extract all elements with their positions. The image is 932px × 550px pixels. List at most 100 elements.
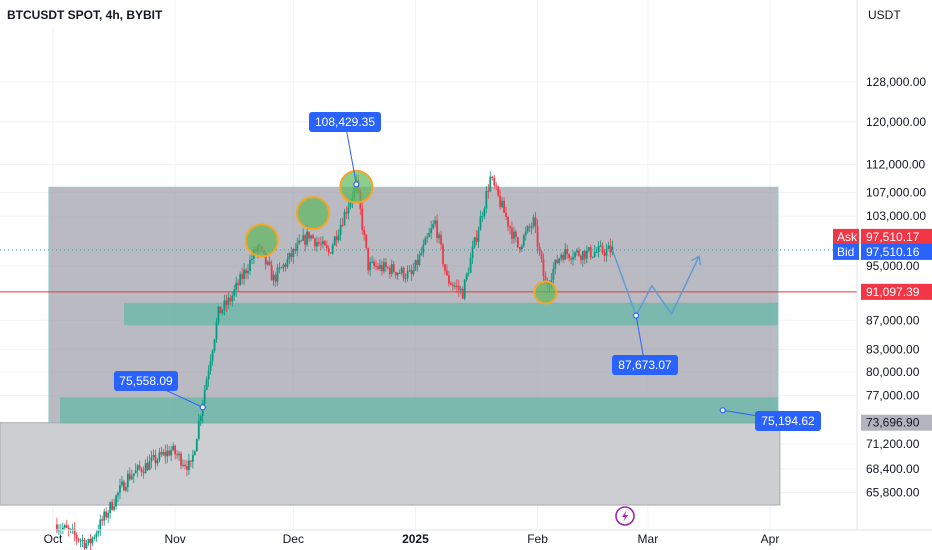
candle-body [150,457,153,461]
candle-body [511,228,513,239]
candle-body [349,201,352,208]
callout-label: 87,673.07 [618,358,672,372]
candle-body [572,257,574,260]
price-axis[interactable]: USDT 128,000.00 120,000.00 112,000.00 107,0… [866,8,926,500]
time-tick-label: Oct [44,532,63,546]
candle-body [337,234,340,241]
candle-body [312,235,314,239]
candle-body [410,270,413,275]
candle-body [85,543,88,549]
ask-tag-label-bg [833,228,859,245]
time-axis[interactable]: Oct Nov Dec 2025 Feb Mar Apr [44,532,780,546]
candle-body [516,237,519,248]
candle-body [408,270,411,272]
price-callout: 108,429.35 [309,112,381,188]
candle-body [381,264,383,272]
candle-body [233,289,236,296]
candle-body [483,208,486,217]
candle-body [426,236,429,239]
support-tag-bg [861,283,932,300]
candle-body [130,476,133,480]
candle-body [390,264,393,275]
candle-body [505,212,507,217]
candle-body [211,350,214,362]
price-tick-label: 103,000.00 [866,209,926,223]
marked-high-circle [533,280,558,305]
candle-body [268,261,271,265]
candle-body [109,502,112,514]
candle-body [166,450,169,457]
candle-body [280,267,283,269]
candle-body [343,211,346,226]
candle-body [146,463,149,471]
candle-body [396,272,399,276]
candle-body [266,261,269,265]
candle-body [308,231,310,239]
candle-body [583,251,586,259]
price-tick-label: 83,000.00 [866,342,920,356]
candle-body [264,253,267,265]
candle-body [457,285,460,290]
candle-body [580,255,582,260]
candle-body [182,464,184,466]
candle-body [235,282,238,290]
candle-body [184,464,186,467]
candle-body [369,262,372,271]
candle-body [418,254,421,265]
candle-body [497,186,500,196]
candle-body [383,262,385,272]
candle-body [522,235,525,246]
callout-anchor [199,404,206,411]
candle-body [302,235,305,241]
candle-body [576,250,578,253]
candle-body [176,454,178,456]
time-tick-label: Nov [164,532,185,546]
candle-body [451,284,454,286]
candle-body [158,452,161,461]
candle-body [217,306,220,323]
candle-body [562,254,565,260]
lightning-icon[interactable] [615,506,635,526]
candle-body [178,453,180,456]
lower-demand-zone [60,397,778,424]
candle-body [325,245,328,249]
time-tick-label: 2025 [402,532,429,546]
callout-box [309,112,381,132]
price-tick-label: 68,400.00 [866,462,920,476]
candle-body [243,269,245,279]
candle-body [595,251,598,253]
candle-body [126,473,129,488]
callout-anchor [719,407,726,414]
support-tag-value: 91,097.39 [866,285,920,299]
time-tick-label: Dec [283,532,304,546]
projection-arrowhead [690,255,702,266]
candle-body [564,249,567,260]
candle-body [499,195,502,208]
price-tick-label: 112,000.00 [866,157,925,171]
candle-body [581,251,584,260]
candle-body [105,511,108,518]
candle-body [314,238,316,247]
candle-body [345,211,348,214]
price-tick-label: 128,000.00 [866,75,926,89]
candle-body [341,224,344,226]
candle-body [473,237,476,248]
title-backdrop [0,0,140,28]
ask-tag-label: Ask [837,230,858,244]
candle-body [67,527,70,530]
candle-body [128,473,131,480]
price-tags: 97,510.17 Ask 97,510.16 Bid 91,097.39 73,696.… [833,228,932,431]
candle-body [446,270,448,276]
candle-body [501,200,504,208]
candle-body [453,285,456,287]
candle-body [152,454,155,458]
candle-body [180,453,182,466]
candle-body [463,279,466,299]
candle-body [398,272,401,274]
candle-body [599,245,602,247]
callout-label: 108,429.35 [315,115,375,129]
candle-body [375,265,377,267]
candle-body [404,277,407,279]
